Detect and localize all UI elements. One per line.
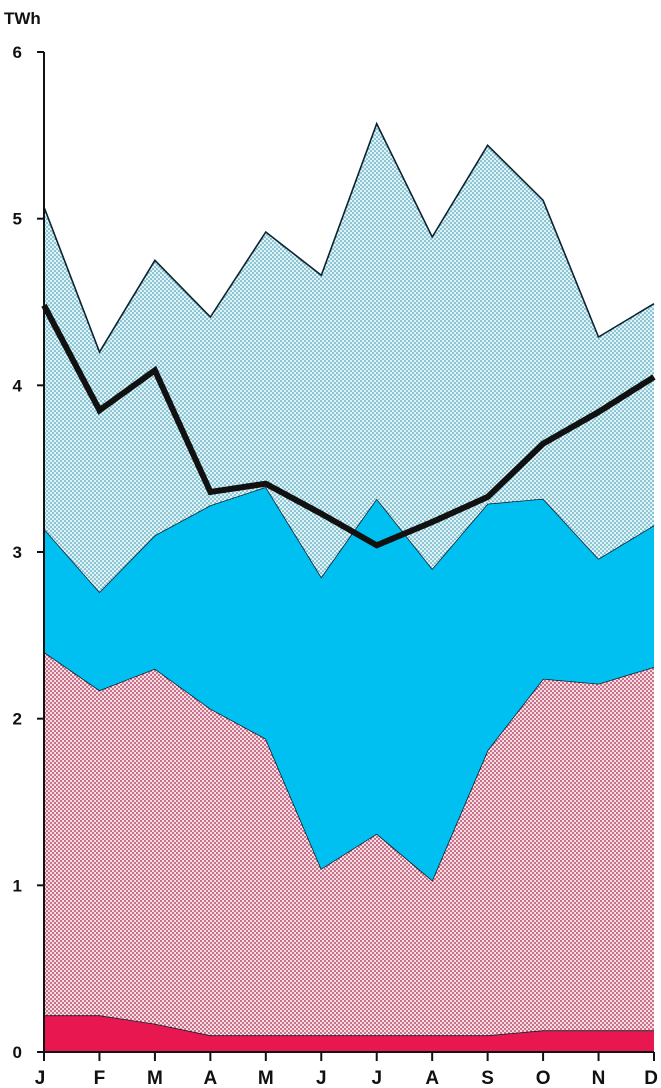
x-tick-label: O (536, 1068, 551, 1088)
y-tick-label: 1 (13, 876, 22, 895)
x-tick-label: M (147, 1068, 163, 1088)
x-tick-label: N (592, 1068, 606, 1088)
area-band-3 (44, 487, 654, 881)
x-tick-label: A (203, 1068, 217, 1088)
x-tick-label: F (94, 1068, 106, 1088)
y-tick-label: 5 (13, 210, 22, 229)
x-tick-label: D (644, 1068, 658, 1088)
area-band-4-edge (43, 121, 655, 354)
x-tick-label: S (481, 1068, 494, 1088)
area-bands (43, 121, 655, 1052)
x-tick-label: M (258, 1068, 274, 1088)
area-band-4 (44, 123, 654, 592)
area-band-2 (44, 652, 654, 1036)
x-tick-label: J (35, 1068, 46, 1088)
y-tick-labels: 0 1 2 3 4 5 6 (13, 43, 44, 1062)
y-tick-label: 2 (13, 710, 22, 729)
y-unit-label: TWh (4, 9, 41, 28)
y-tick-label: 3 (13, 543, 22, 562)
area-band-1 (44, 1015, 654, 1052)
x-tick-label: J (316, 1068, 327, 1088)
y-tick-label: 4 (13, 376, 23, 395)
y-tick-label: 0 (13, 1043, 22, 1062)
x-tick-label: A (425, 1068, 439, 1088)
x-tick-label: J (371, 1068, 382, 1088)
y-tick-label: 6 (13, 43, 22, 62)
total-line-layer (41, 303, 656, 549)
total-line (41, 303, 656, 549)
